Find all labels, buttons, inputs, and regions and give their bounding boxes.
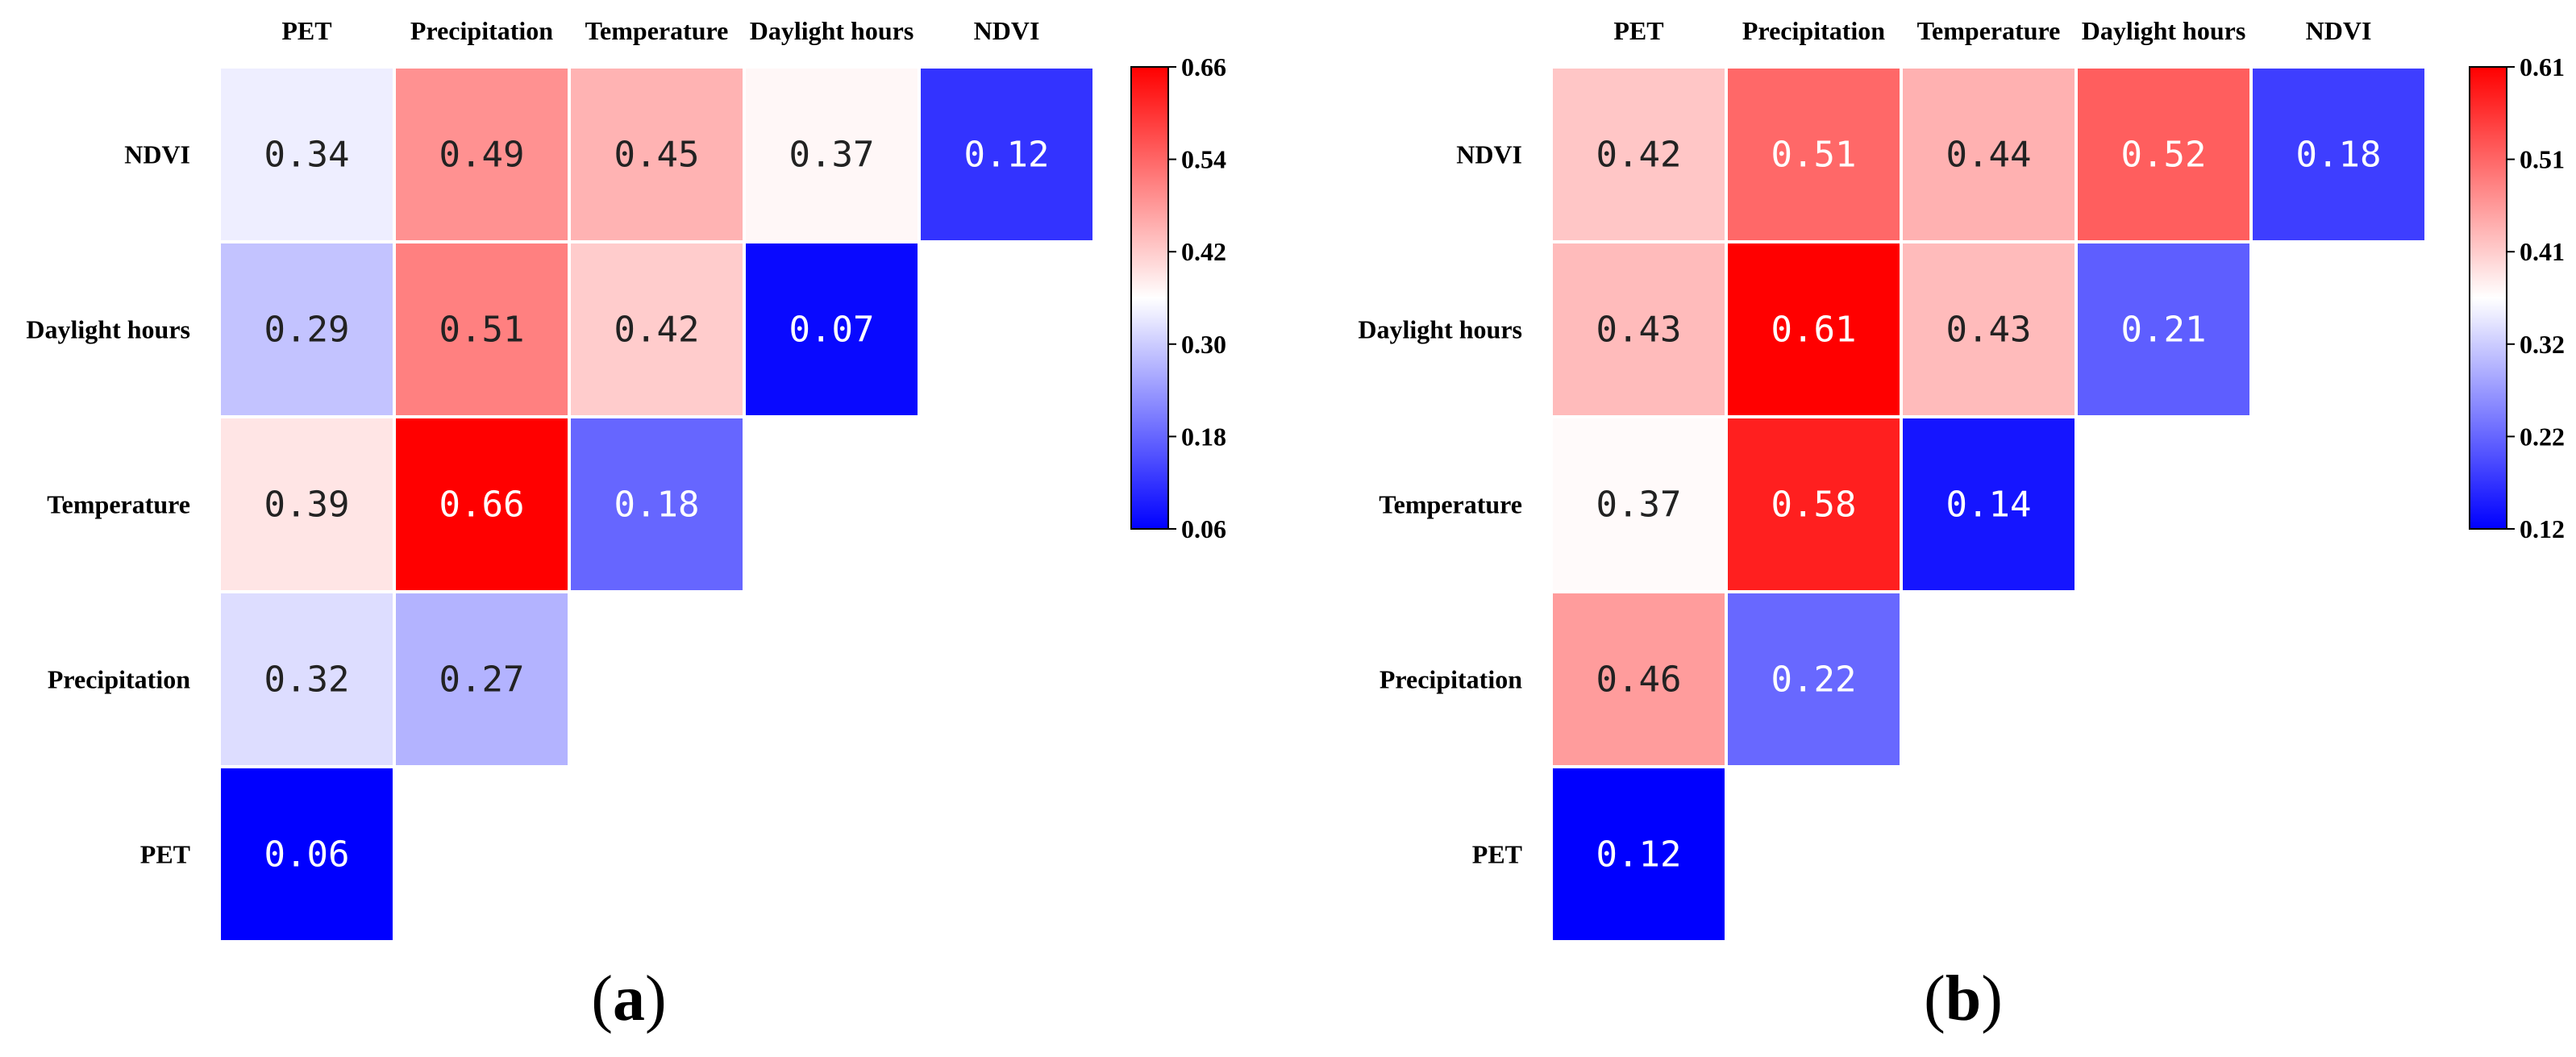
cell-value-label: 0.44	[1946, 135, 2032, 176]
cell-value-label: 0.46	[1596, 660, 1682, 701]
row-label-pet: PET	[140, 840, 190, 869]
cell-value-label: 0.66	[439, 485, 525, 526]
cell-value-label: 0.37	[789, 135, 875, 176]
row-label-temperature: Temperature	[47, 490, 190, 519]
cell-value-label: 0.52	[2121, 135, 2207, 176]
col-label-precipitation: Precipitation	[410, 16, 553, 45]
colorbar-tick-label: 0.51	[2520, 145, 2565, 174]
row-label-pet: PET	[1472, 840, 1522, 869]
cell-value-label: 0.39	[264, 485, 350, 526]
colorbar-tick-label: 0.42	[1181, 237, 1226, 266]
cell-value-label: 0.12	[964, 135, 1050, 176]
heatmap-cell	[1725, 65, 1903, 243]
cell-value-label: 0.27	[439, 660, 525, 701]
col-label-pet: PET	[281, 16, 331, 45]
cell-value-label: 0.42	[1596, 135, 1682, 176]
heatmap-cell	[2249, 65, 2428, 243]
col-label-daylight-hours: Daylight hours	[2082, 16, 2246, 45]
row-label-precipitation: Precipitation	[1380, 665, 1522, 694]
row-label-temperature: Temperature	[1379, 490, 1522, 519]
heatmap-cell	[393, 65, 571, 243]
colorbar-tick-label: 0.22	[2520, 422, 2565, 451]
col-label-temperature: Temperature	[585, 16, 729, 45]
cell-value-label: 0.29	[264, 310, 350, 351]
heatmap-cell	[1550, 765, 1728, 943]
col-label-temperature: Temperature	[1917, 16, 2061, 45]
row-label-ndvi: NDVI	[1456, 140, 1522, 169]
colorbar-tick-label: 0.54	[1181, 145, 1226, 174]
cell-value-label: 0.51	[439, 310, 525, 351]
colorbar-tick-label: 0.61	[2520, 52, 2565, 81]
cell-value-label: 0.58	[1771, 485, 1857, 526]
heatmap-panel-a: PET Precipitation Temperature Daylight hour…	[26, 16, 1226, 1034]
cell-value-label: 0.43	[1946, 310, 2032, 351]
cell-value-label: 0.61	[1771, 310, 1857, 351]
panel-label: (b)	[1924, 963, 2003, 1034]
colorbar-tick-label: 0.66	[1181, 52, 1226, 81]
heatmap-cell	[218, 240, 396, 418]
heatmap-cell	[1725, 415, 1903, 593]
heatmap-cell	[568, 65, 746, 243]
heatmap-cell	[1900, 415, 2078, 593]
heatmap-cell	[1550, 240, 1728, 418]
cell-value-label: 0.43	[1596, 310, 1682, 351]
cell-value-label: 0.51	[1771, 135, 1857, 176]
colorbar-tick-label: 0.41	[2520, 237, 2565, 266]
heatmap-cell	[218, 65, 396, 243]
colorbar-tick-label: 0.12	[2520, 514, 2565, 543]
colorbar	[2469, 66, 2507, 530]
cell-value-label: 0.12	[1596, 834, 1682, 876]
col-label-daylight-hours: Daylight hours	[750, 16, 914, 45]
colorbar-tick-label: 0.06	[1181, 514, 1226, 543]
heatmap-cell	[393, 590, 571, 768]
heatmap-panel-b: PET Precipitation Temperature Daylight hour…	[1358, 16, 2565, 1034]
cell-value-label: 0.34	[264, 135, 350, 176]
panel-label: (a)	[591, 963, 666, 1034]
heatmap-cell	[2075, 240, 2253, 418]
heatmap-cell	[1725, 590, 1903, 768]
cell-value-label: 0.37	[1596, 485, 1682, 526]
cell-value-label: 0.49	[439, 135, 525, 176]
col-label-pet: PET	[1613, 16, 1663, 45]
row-label-precipitation: Precipitation	[48, 665, 190, 694]
cell-value-label: 0.22	[1771, 660, 1857, 701]
heatmap-cell	[743, 240, 921, 418]
colorbar	[1130, 66, 1169, 530]
cell-value-label: 0.14	[1946, 485, 2032, 526]
col-label-precipitation: Precipitation	[1742, 16, 1885, 45]
heatmap-cell	[1900, 65, 2078, 243]
heatmap-cell	[218, 765, 396, 943]
colorbar-tick-label: 0.30	[1181, 330, 1226, 359]
col-label-ndvi: NDVI	[2306, 16, 2372, 45]
row-label-ndvi: NDVI	[124, 140, 190, 169]
cell-value-label: 0.45	[614, 135, 700, 176]
col-label-ndvi: NDVI	[974, 16, 1040, 45]
row-label-daylight-hours: Daylight hours	[26, 315, 190, 344]
heatmap-cell	[218, 415, 396, 593]
cell-value-label: 0.32	[264, 660, 350, 701]
heatmap-cell	[918, 65, 1096, 243]
cell-value-label: 0.42	[614, 310, 700, 351]
heatmap-cell	[1550, 590, 1728, 768]
heatmap-cell	[1900, 240, 2078, 418]
heatmap-cell	[568, 415, 746, 593]
heatmap-cell	[568, 240, 746, 418]
cell-value-label: 0.18	[2296, 135, 2382, 176]
cell-value-label: 0.07	[789, 310, 875, 351]
colorbar-tick-label: 0.18	[1181, 422, 1226, 451]
cell-value-label: 0.18	[614, 485, 700, 526]
row-label-daylight-hours: Daylight hours	[1358, 315, 1522, 344]
cell-value-label: 0.21	[2121, 310, 2207, 351]
cell-value-label: 0.06	[264, 834, 350, 876]
colorbar-tick-label: 0.32	[2520, 330, 2565, 359]
